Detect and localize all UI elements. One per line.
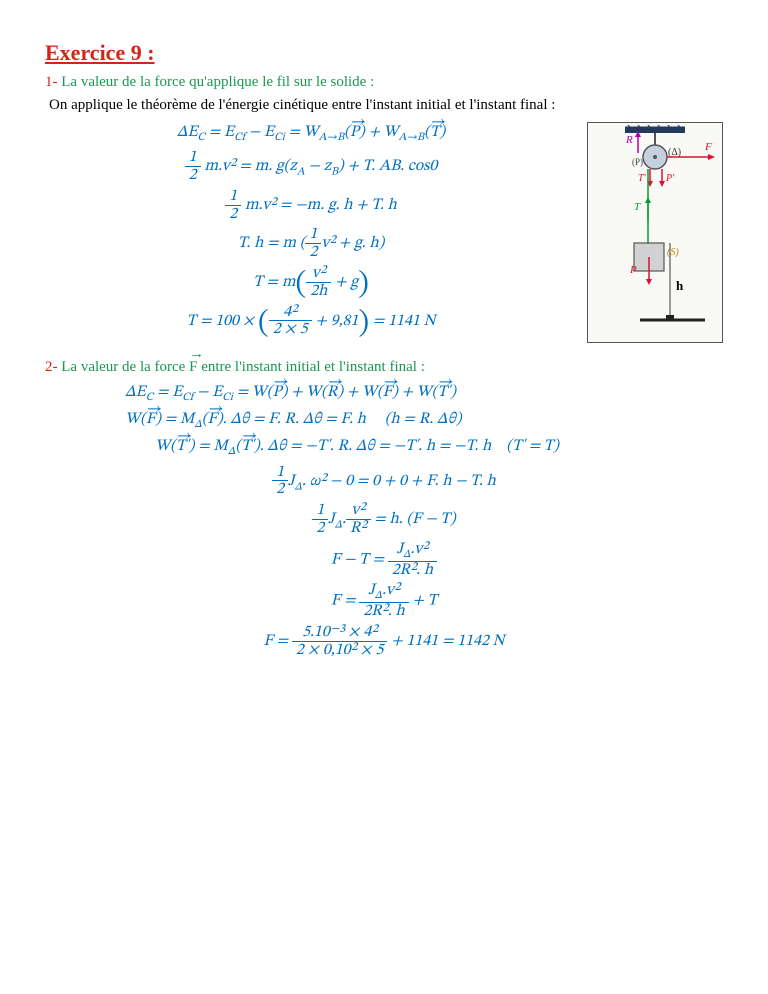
q2-number: 2- <box>45 359 58 375</box>
physics-diagram: R⃗ (Δ) F⃗ (P) T'⃗ P'⃗ T⃗ (S) <box>587 122 723 343</box>
eq-10: 12JΔ. ω² − 0 = 0 + 0 + F. h − T. h <box>45 464 723 499</box>
eq-11: 12JΔ.v²R² = h. (F − T) <box>45 502 723 537</box>
label-Pp: (P) <box>632 157 643 167</box>
exercise-title: Exercice 9 : <box>45 40 723 66</box>
label-h: h <box>676 278 684 293</box>
label-S: (S) <box>667 247 679 258</box>
q2-text: La valeur de la force F→ entre l'instant… <box>58 359 425 375</box>
label-P: P⃗ <box>629 264 645 276</box>
q1-text: valeur de la force qu'applique le fil su… <box>77 74 374 90</box>
label-F: F⃗ <box>704 141 720 153</box>
q1-number: 1- <box>45 74 58 90</box>
label-Tp: T'⃗ <box>638 173 653 184</box>
label-R: R⃗ <box>625 134 641 146</box>
eq-13: F = JΔ.v²2R². h + T <box>45 582 723 620</box>
label-T: T⃗ <box>634 201 649 213</box>
q1-la: La <box>58 74 78 90</box>
question-1-heading: 1- La valeur de la force qu'applique le … <box>45 74 723 91</box>
eq-12: F − T = JΔ.v²2R². h <box>45 541 723 579</box>
eq-8: W(F→) = MΔ(F→). Δθ = F. R. Δθ = F. h (h … <box>125 409 723 432</box>
label-Pprime: P'⃗ <box>665 173 682 184</box>
eq-14: F = 5.10⁻³ × 4²2 × 0,10² × 5 + 1141 = 11… <box>45 624 723 659</box>
explanation-1: On applique le théorème de l'énergie cin… <box>49 97 723 114</box>
eq-9: W(T'→) = MΔ(T'→). Δθ = −T'. R. Δθ = −T'.… <box>155 436 723 459</box>
diagram-svg: R⃗ (Δ) F⃗ (P) T'⃗ P'⃗ T⃗ (S) <box>590 125 720 335</box>
